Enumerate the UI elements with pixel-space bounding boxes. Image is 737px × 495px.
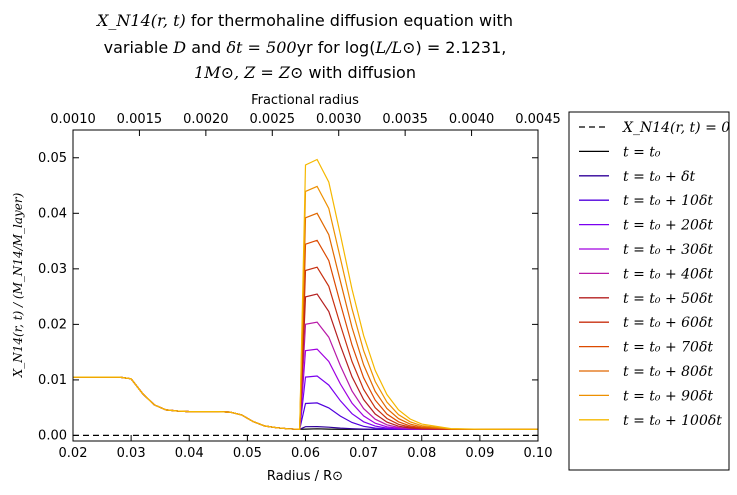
x-tick-label: 0.10 [524,446,553,461]
title-math-mass: 1M⊙, Z = Z⊙ [194,63,304,82]
axis-ticks: 0.02 0.03 0.04 0.05 0.06 0.07 0.08 0.09 0.10 0.00… [38,112,561,461]
x-tick-label: 0.09 [465,446,494,461]
x-tick-label: 0.08 [407,446,436,461]
legend-label: t = t₀ + 40δt [623,266,713,282]
title-math-d: D [173,38,187,57]
title-math: X_N14(r, t) [97,11,186,30]
top-tick-label: 0.0045 [515,112,561,127]
top-tick-label: 0.0030 [316,112,362,127]
title-math-dt: δt = 500 [226,38,297,57]
series-line-6 [73,321,538,430]
legend: X_N14(r, t) = 0 t = t₀ t = t₀ + δt t = t₀ +… [568,111,730,471]
x-tick-label: 0.04 [175,446,204,461]
legend-label: t = t₀ + 90δt [623,388,713,404]
title-line-2: variable D and δt = 500yr for log(L/L⊙) … [0,37,610,59]
series-line-7 [73,293,538,430]
legend-label: t = t₀ + 10δt [623,193,713,209]
top-axis-label: Fractional radius [251,93,359,108]
title-text-1: for thermohaline diffusion equation with [190,11,513,30]
legend-label: t = t₀ + δt [623,169,696,185]
legend-label: X_N14(r, t) = 0 [622,120,730,136]
title-text-2a: variable [103,38,169,57]
title-text-2c: yr for log( [296,38,376,57]
x-tick-label: 0.07 [349,446,378,461]
legend-label: t = t₀ + 50δt [623,291,713,307]
legend-label: t = t₀ + 100δt [623,413,722,429]
x-tick-label: 0.05 [233,446,262,461]
top-tick-label: 0.0025 [250,112,296,127]
top-tick-label: 0.0040 [449,112,495,127]
y-axis-label: X_N14(r, t) / (M_N14/M_layer) [11,192,25,378]
x-tick-label: 0.03 [117,446,146,461]
x-tick-label: 0.02 [59,446,88,461]
y-tick-label: 0.02 [38,317,67,332]
title-line-1: X_N14(r, t) for thermohaline diffusion e… [0,10,610,32]
top-tick-label: 0.0015 [117,112,163,127]
title-line-3: 1M⊙, Z = Z⊙ with diffusion [0,62,610,84]
y-tick-label: 0.04 [38,206,67,221]
top-tick-label: 0.0020 [183,112,229,127]
legend-box [568,111,730,471]
series-line-3 [73,376,538,430]
top-tick-label: 0.0035 [382,112,428,127]
y-tick-label: 0.05 [38,151,67,166]
title-text-3: with diffusion [308,63,416,82]
y-tick-label: 0.01 [38,373,67,388]
x-tick-label: 0.06 [291,446,320,461]
title-text-2d: ) = 2.1231, [415,38,507,57]
legend-label: t = t₀ + 20δt [623,218,713,234]
legend-label: t = t₀ + 30δt [623,242,713,258]
series-lines [73,158,538,436]
y-tick-label: 0.00 [38,428,67,443]
y-tick-label: 0.03 [38,262,67,277]
title-text-2b: and [191,38,222,57]
legend-label: t = t₀ + 60δt [623,315,713,331]
legend-label: t = t₀ + 70δt [623,340,713,356]
title-math-l: L/L⊙ [375,38,416,57]
series-line-5 [73,348,538,430]
series-line-12 [73,158,538,430]
series-line-4 [73,375,538,430]
legend-label: t = t₀ + 80δt [623,364,713,380]
legend-label: t = t₀ [623,144,661,160]
x-axis-label: Radius / R⊙ [267,469,343,484]
top-tick-label: 0.0010 [50,112,96,127]
